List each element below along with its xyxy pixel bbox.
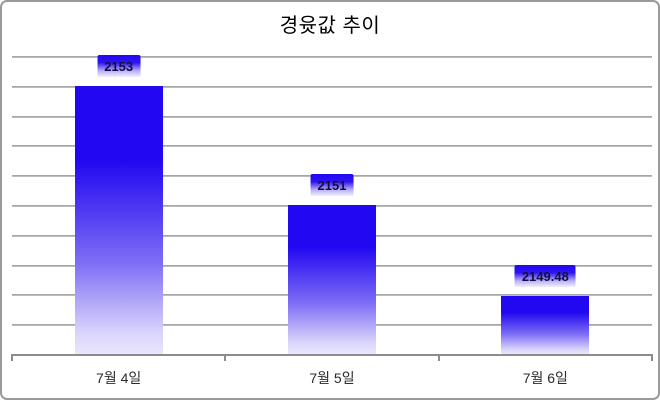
gridline [12, 115, 652, 118]
x-axis-tick-label: 7월 4일 [96, 370, 142, 386]
plot-area: 2153 2151 2149.48 [11, 54, 653, 361]
x-axis-tick [437, 354, 440, 361]
gridline [12, 85, 652, 88]
x-axis-tick [651, 354, 653, 361]
x-axis-tick-label: 7월 6일 [522, 370, 568, 386]
bar [501, 295, 590, 354]
gridline [12, 145, 652, 148]
bar-value-label: 2153 [97, 54, 141, 77]
x-axis-tick [11, 354, 13, 361]
x-axis-tick [224, 354, 227, 361]
gridline [12, 56, 652, 58]
x-axis: 7월 4일 7월 5일 7월 6일 [12, 356, 652, 396]
bar-group: 2149.48 [439, 56, 652, 354]
bar-group: 2153 [12, 54, 225, 354]
bar [287, 205, 376, 354]
chart-title: 경윳값 추이 [279, 15, 381, 37]
bar-value-label: 2151 [310, 174, 354, 196]
bar-value-label: 2149.48 [514, 264, 576, 287]
x-axis-tick-label: 7월 5일 [309, 370, 355, 386]
bar-group: 2151 [225, 56, 438, 354]
bar [74, 85, 163, 354]
